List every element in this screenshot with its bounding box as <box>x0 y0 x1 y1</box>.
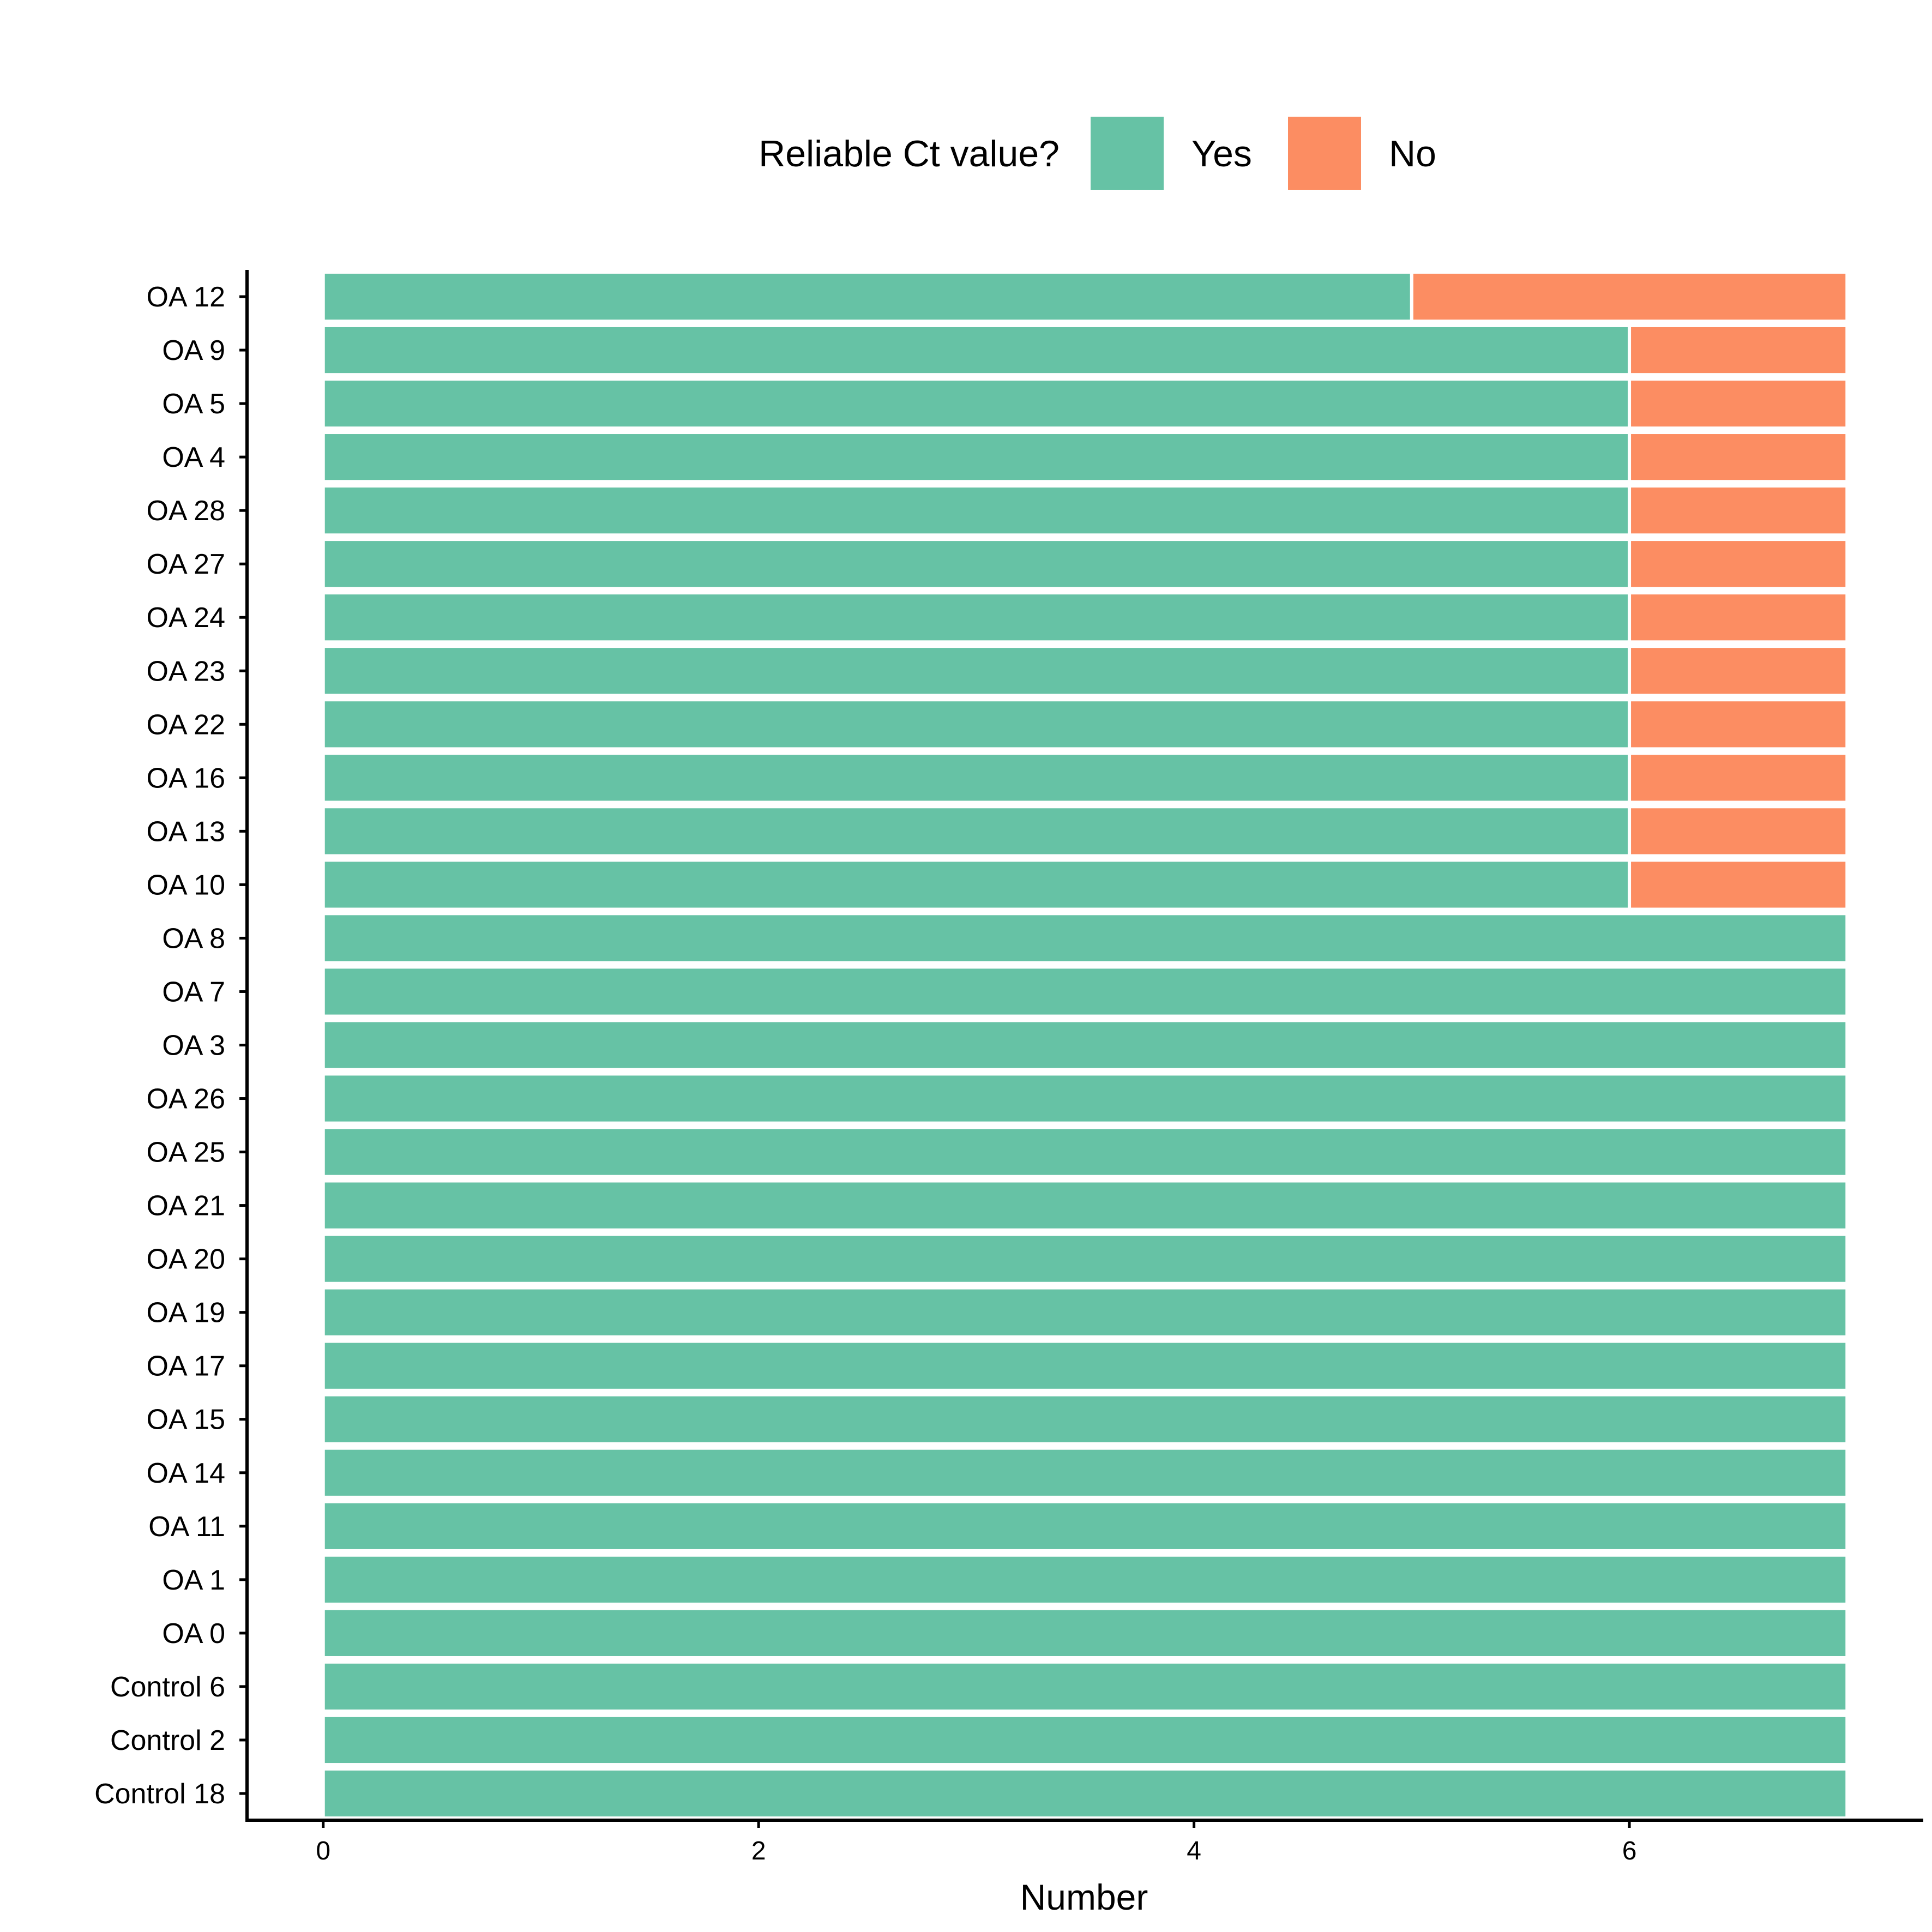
bar-yes-oa-26 <box>321 1072 1849 1125</box>
x-axis-title: Number <box>1020 1877 1148 1917</box>
bar-no-oa-12 <box>1410 270 1849 323</box>
y-tick-label: OA 21 <box>146 1190 225 1222</box>
y-tick-label: OA 16 <box>146 762 225 794</box>
bar-no-oa-22 <box>1628 698 1849 751</box>
bar-yes-oa-23 <box>321 645 1632 697</box>
bar-yes-oa-1 <box>321 1553 1849 1606</box>
bar-yes-oa-12 <box>321 270 1413 323</box>
bar-yes-oa-11 <box>321 1500 1849 1552</box>
bar-no-oa-4 <box>1628 431 1849 484</box>
y-tick-label: OA 8 <box>162 923 225 954</box>
y-tick-label: OA 15 <box>146 1404 225 1436</box>
legend-label-no: No <box>1389 133 1436 174</box>
bar-yes-oa-10 <box>321 858 1632 911</box>
bar-no-oa-27 <box>1628 538 1849 591</box>
bar-yes-oa-9 <box>321 323 1632 377</box>
x-tick-label: 0 <box>316 1837 330 1865</box>
bar-no-oa-24 <box>1628 591 1849 644</box>
y-tick-label: OA 27 <box>146 549 225 580</box>
bar-yes-control-18 <box>321 1767 1849 1820</box>
bar-yes-oa-15 <box>321 1393 1849 1446</box>
bar-yes-oa-22 <box>321 698 1632 751</box>
y-tick-label: OA 5 <box>162 388 225 420</box>
bar-no-oa-23 <box>1628 645 1849 697</box>
x-tick-label: 4 <box>1187 1837 1201 1865</box>
bar-yes-oa-25 <box>321 1126 1849 1178</box>
y-tick-label: OA 13 <box>146 816 225 847</box>
bar-yes-oa-8 <box>321 912 1849 965</box>
bar-yes-control-6 <box>321 1660 1849 1713</box>
legend-key-no <box>1288 117 1361 190</box>
bar-yes-oa-3 <box>321 1019 1849 1072</box>
y-tick-label: OA 1 <box>162 1564 225 1596</box>
y-tick-label: OA 9 <box>162 335 225 366</box>
bar-yes-oa-7 <box>321 965 1849 1018</box>
bar-yes-oa-5 <box>321 377 1632 430</box>
y-tick-label: OA 14 <box>146 1458 225 1489</box>
bar-no-oa-13 <box>1628 805 1849 858</box>
legend-label-yes: Yes <box>1191 133 1252 174</box>
bar-yes-oa-27 <box>321 538 1632 591</box>
bar-yes-oa-14 <box>321 1446 1849 1499</box>
bar-yes-oa-21 <box>321 1179 1849 1232</box>
bar-yes-oa-16 <box>321 751 1632 804</box>
bar-no-oa-10 <box>1628 858 1849 911</box>
bar-yes-oa-4 <box>321 431 1632 484</box>
y-tick-label: Control 2 <box>110 1725 225 1756</box>
bar-yes-oa-28 <box>321 484 1632 537</box>
bar-yes-oa-13 <box>321 805 1632 858</box>
bar-yes-oa-24 <box>321 591 1632 644</box>
y-tick-label: OA 17 <box>146 1351 225 1382</box>
bar-no-oa-16 <box>1628 751 1849 804</box>
y-tick-label: OA 4 <box>162 442 225 473</box>
y-axis: OA 12 OA 9 OA 5 OA 4 OA 28 OA 27 OA 24 OA 23 OA … <box>94 270 249 1822</box>
y-tick-label: OA 0 <box>162 1618 225 1650</box>
y-tick-label: OA 22 <box>146 709 225 741</box>
y-tick-label: OA 25 <box>146 1137 225 1169</box>
legend-key-yes <box>1091 117 1164 190</box>
y-tick-label: Control 18 <box>94 1778 225 1810</box>
bar-yes-control-2 <box>321 1713 1849 1767</box>
y-tick-label: OA 26 <box>146 1084 225 1115</box>
bar-yes-oa-19 <box>321 1286 1849 1339</box>
y-tick-label: OA 11 <box>148 1511 225 1543</box>
y-tick-label: OA 10 <box>146 869 225 901</box>
y-tick-label: OA 19 <box>146 1297 225 1329</box>
y-tick-label: OA 24 <box>146 602 225 634</box>
bar-no-oa-28 <box>1628 484 1849 537</box>
bar-yes-oa-17 <box>321 1339 1849 1392</box>
bar-yes-oa-0 <box>321 1606 1849 1659</box>
bar-no-oa-9 <box>1628 323 1849 377</box>
y-tick-label: OA 23 <box>146 655 225 687</box>
y-tick-label: Control 6 <box>110 1671 225 1703</box>
x-tick-label: 2 <box>751 1837 766 1865</box>
y-tick-label: OA 7 <box>162 976 225 1008</box>
y-tick-label: OA 20 <box>146 1244 225 1275</box>
bar-yes-oa-20 <box>321 1232 1849 1285</box>
y-tick-label: OA 28 <box>146 495 225 527</box>
y-tick-label: OA 3 <box>162 1030 225 1062</box>
y-tick-label: OA 12 <box>146 281 225 313</box>
x-tick-label: 6 <box>1622 1837 1637 1865</box>
x-axis: 0 2 4 6 <box>245 1819 1923 1865</box>
legend: Reliable Ct value? Yes No <box>759 117 1436 190</box>
legend-title: Reliable Ct value? <box>759 133 1060 174</box>
bar-no-oa-5 <box>1628 377 1849 430</box>
bars <box>321 270 1849 1820</box>
